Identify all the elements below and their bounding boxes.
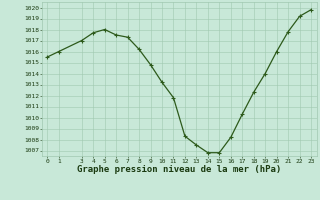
X-axis label: Graphe pression niveau de la mer (hPa): Graphe pression niveau de la mer (hPa) bbox=[77, 165, 281, 174]
